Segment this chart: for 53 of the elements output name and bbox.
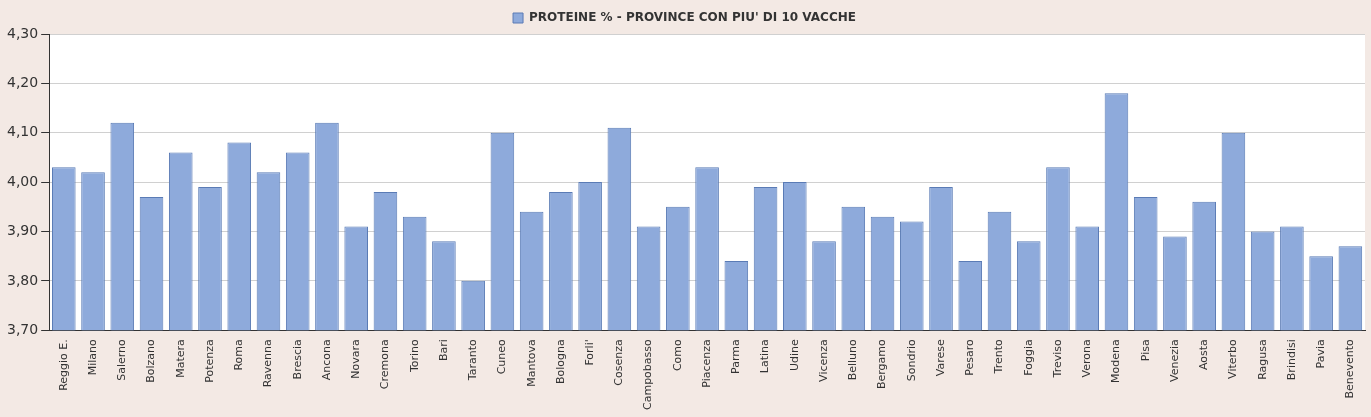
x-tick-label: Potenza xyxy=(202,339,216,383)
x-tick-label: Reggio E. xyxy=(56,339,70,391)
x-tick-label: Parma xyxy=(729,339,743,374)
y-tick-label: 3,80 xyxy=(7,271,39,288)
x-tick-label: Salerno xyxy=(115,338,129,381)
x-tick-label: Trento xyxy=(992,338,1006,375)
x-tick-label: Campobasso xyxy=(641,338,655,410)
x-tick-label: Matera xyxy=(173,339,187,378)
x-tick-label: Cuneo xyxy=(495,338,509,375)
x-tick-label: Bologna xyxy=(553,339,567,384)
legend-label: PROTEINE % - PROVINCE CON PIU' DI 10 VACCHE xyxy=(529,10,856,25)
x-tick-label: Cremona xyxy=(378,339,392,390)
y-tick-label: 3,70 xyxy=(7,320,39,337)
y-tick-label: 4,20 xyxy=(7,74,39,91)
x-tick-label: Pesaro xyxy=(963,338,977,376)
x-tick-label: Mantova xyxy=(524,339,538,387)
x-tick-label: Pisa xyxy=(1138,339,1152,362)
x-tick-label: Bergamo xyxy=(875,338,889,390)
x-tick-label: Vicenza xyxy=(816,339,830,382)
x-tick-label: Ancona xyxy=(319,339,333,381)
x-tick-label: Treviso xyxy=(1050,338,1064,379)
x-tick-label: Belluno xyxy=(846,338,860,381)
x-tick-label: Foggia xyxy=(1021,339,1035,376)
x-tick-label: Roma xyxy=(232,339,246,371)
x-tick-label: Benevento xyxy=(1343,338,1357,399)
x-tick-label: Milano xyxy=(85,338,99,376)
x-tick-label: Pavia xyxy=(1314,339,1327,369)
x-tick-label: Verona xyxy=(1080,339,1094,378)
x-tick-label: Udine xyxy=(787,339,801,372)
y-tick-label: 4,00 xyxy=(7,172,39,189)
y-tick-label: 3,90 xyxy=(7,222,39,239)
x-tick-label: Brindisi xyxy=(1284,339,1298,381)
x-tick-label: Varese xyxy=(933,339,947,377)
y-tick-label: 4,10 xyxy=(7,123,39,140)
x-tick-label: Viterbo xyxy=(1226,338,1240,379)
x-tick-label: Piacenza xyxy=(699,339,713,388)
x-tick-label: Venezia xyxy=(1167,339,1181,382)
x-tick-label: Brescia xyxy=(290,339,304,380)
y-tick-label: 4,30 xyxy=(7,24,39,41)
x-tick-label: Taranto xyxy=(466,338,480,382)
x-tick-label: Forli' xyxy=(582,339,596,366)
x-tick-label: Sondrio xyxy=(904,338,918,382)
x-tick-label: Como xyxy=(670,338,684,372)
x-tick-label: Novara xyxy=(349,339,363,379)
x-tick-label: Bari xyxy=(436,339,450,362)
x-tick-label: Bolzano xyxy=(144,338,158,383)
x-tick-label: Cosenza xyxy=(612,339,626,386)
x-tick-label: Modena xyxy=(1109,339,1123,383)
x-tick-label: Torino xyxy=(407,338,421,374)
x-tick-label: Ravenna xyxy=(261,339,275,388)
x-tick-label: Aosta xyxy=(1197,339,1211,371)
x-tick-label: Ragusa xyxy=(1255,339,1269,380)
x-tick-label: Latina xyxy=(758,339,772,374)
